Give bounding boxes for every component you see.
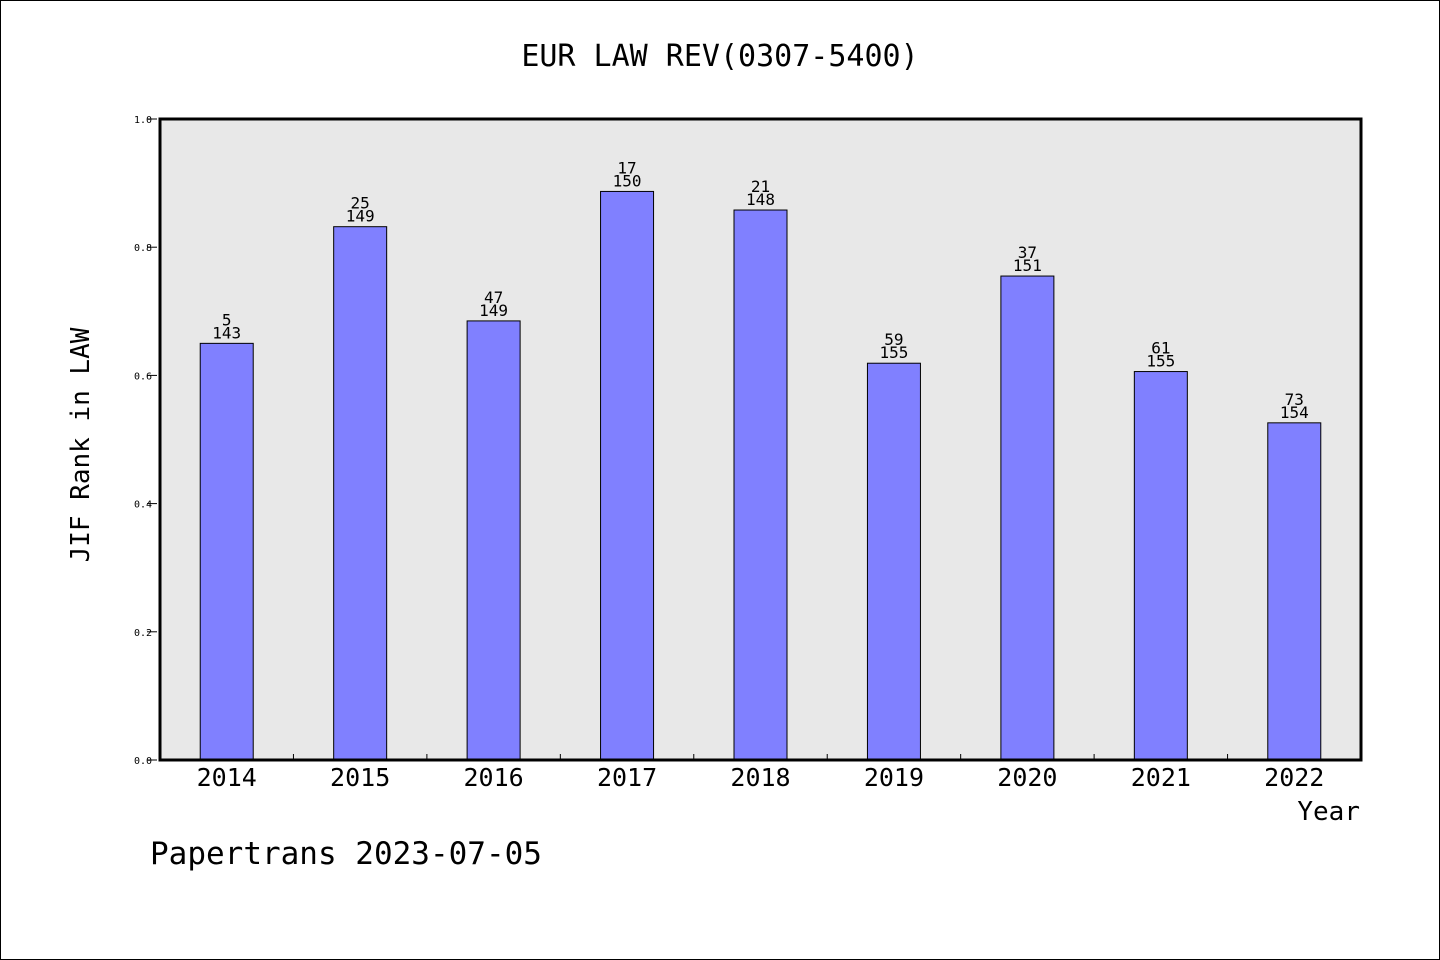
x-tick-label: 2021 <box>1131 763 1191 792</box>
bar-rank-label: 47 <box>484 288 503 307</box>
x-tick-label: 2019 <box>864 763 924 792</box>
bar-total-label: 155 <box>1146 352 1175 371</box>
bar-total-label: 154 <box>1280 403 1309 422</box>
bar-rank-label: 37 <box>1018 243 1037 262</box>
plot-border <box>158 117 1363 762</box>
bar-total-label: 149 <box>346 207 375 226</box>
bar-2015 <box>333 226 388 761</box>
bar-total-label: 150 <box>613 171 642 190</box>
footer-text: Papertrans 2023-07-05 <box>150 836 542 872</box>
y-tick-label: 0.4 <box>134 500 152 511</box>
chart-title: EUR LAW REV(0307-5400) <box>521 39 918 74</box>
y-axis-label: JIF Rank in LAW <box>66 327 96 562</box>
bar-rank-label: 59 <box>884 330 903 349</box>
bar-total-label: 148 <box>746 190 775 209</box>
bar-2016 <box>466 320 521 761</box>
y-tick-label: 1.0 <box>134 115 152 126</box>
bar-rank-label: 73 <box>1285 390 1304 409</box>
bar-total-label: 143 <box>212 323 241 342</box>
x-tick-label: 2018 <box>730 763 790 792</box>
bar-2021 <box>1133 371 1188 761</box>
x-tick-label: 2017 <box>597 763 657 792</box>
y-tick-label: 0.8 <box>134 243 152 254</box>
x-axis-label: Year <box>1297 797 1360 827</box>
bar-2019 <box>866 362 921 761</box>
bar-2014 <box>199 342 254 761</box>
bar-rank-label: 5 <box>222 310 232 329</box>
x-tick-label: 2015 <box>330 763 390 792</box>
bar-rank-label: 21 <box>751 177 770 196</box>
y-tick-label: 0.2 <box>134 628 152 639</box>
x-tick-label: 2014 <box>197 763 257 792</box>
bar-rank-label: 25 <box>351 194 370 213</box>
bar-2017 <box>600 190 655 761</box>
x-axis: 2014 2015 2016 2017 2018 2019 2020 2021 2022 <box>197 754 1324 792</box>
bar-total-label: 149 <box>479 301 508 320</box>
bar-rank-label: 61 <box>1151 339 1170 358</box>
y-tick-label: 0.0 <box>134 756 152 767</box>
bar-2020 <box>1000 275 1055 761</box>
y-tick-label: 0.6 <box>134 371 152 382</box>
x-tick-label: 2020 <box>997 763 1057 792</box>
bar-2022 <box>1267 422 1322 761</box>
bar-total-label: 151 <box>1013 256 1042 275</box>
bar-2018 <box>733 209 788 761</box>
x-tick-label: 2022 <box>1264 763 1324 792</box>
x-tick-label: 2016 <box>464 763 524 792</box>
y-axis: 0.0 0.2 0.4 0.6 0.8 1.0 <box>134 115 157 767</box>
bar-rank-label: 17 <box>617 158 636 177</box>
bar-total-label: 155 <box>879 343 908 362</box>
